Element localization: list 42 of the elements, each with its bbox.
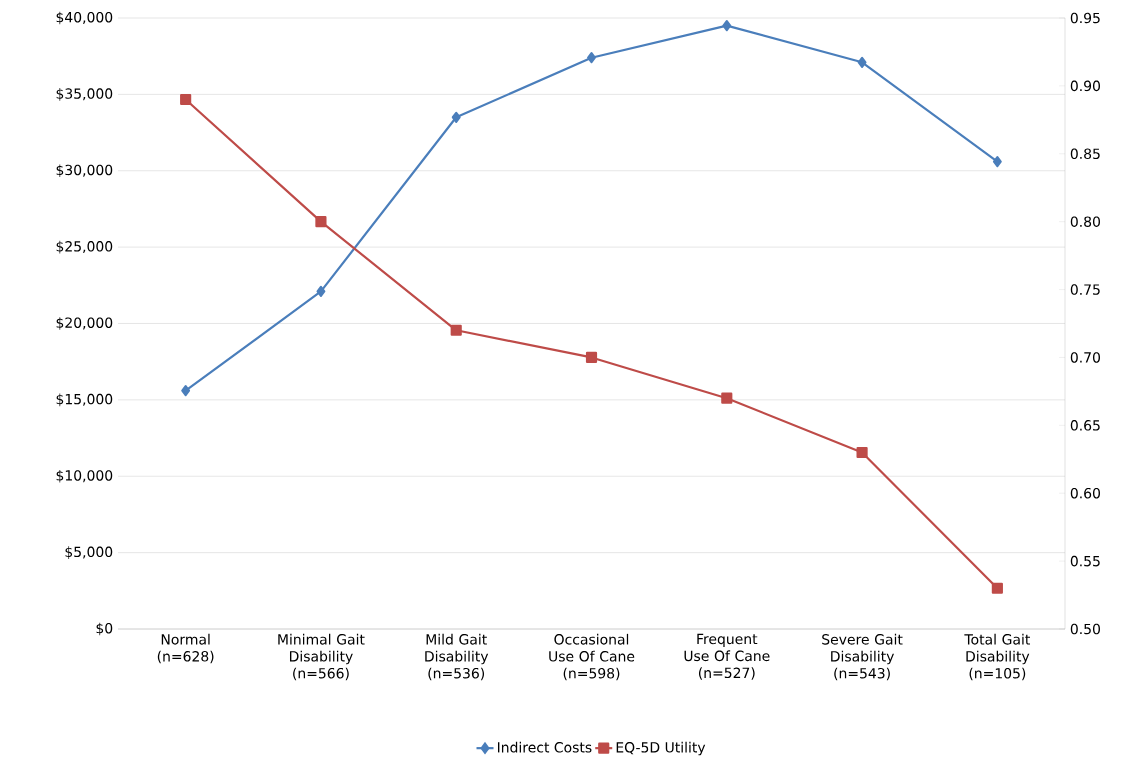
point	[721, 392, 733, 404]
point	[585, 351, 598, 364]
y2-tick-label: 0.75	[1070, 284, 1100, 295]
point	[857, 56, 867, 68]
point	[450, 324, 462, 336]
x-tick-label: Mild Gait Disability (n=536)	[425, 633, 489, 681]
x-tick-label: Minimal Gait Disability (n=566)	[278, 633, 365, 681]
y-tick-label: $15,000	[56, 393, 113, 407]
point	[180, 93, 192, 106]
y2-tick-label: 0.50	[1070, 623, 1100, 635]
x-tick-label: Occasional Use Of Cane (n=598)	[549, 633, 635, 681]
y-tick-label: $25,000	[56, 240, 113, 254]
x-tick-label: Severe Gait Disability (n=543)	[822, 633, 903, 681]
legend-label: EQ-5D Utility	[616, 741, 706, 756]
point	[587, 52, 596, 64]
x-tick-label: Total Gait Disability (n=105)	[964, 633, 1031, 681]
point	[181, 385, 191, 397]
x-tick-label: Normal (n=628)	[157, 633, 214, 664]
y-tick-label: $20,000	[56, 317, 113, 330]
y-tick-label: $0	[96, 622, 113, 636]
y-tick-label: $5,000	[65, 546, 113, 559]
y-tick-label: $35,000	[56, 88, 113, 101]
y2-tick-label: 0.85	[1070, 148, 1100, 160]
y2-tick-label: 0.90	[1070, 80, 1100, 92]
point	[722, 20, 732, 32]
y2-tick-label: 0.60	[1070, 487, 1100, 499]
point	[856, 446, 868, 459]
y2-tick-label: 0.65	[1070, 420, 1100, 431]
point	[992, 156, 1002, 168]
y2-tick-label: 0.70	[1070, 352, 1100, 363]
point	[451, 111, 461, 123]
point	[991, 582, 1003, 594]
point	[315, 216, 327, 228]
y-tick-label: $10,000	[56, 469, 113, 483]
y2-tick-label: 0.95	[1070, 12, 1100, 24]
y-tick-label: $30,000	[56, 164, 113, 178]
y2-tick-label: 0.55	[1070, 555, 1100, 567]
legend-label: Indirect Costs	[497, 741, 592, 753]
y-tick-label: $40,000	[56, 11, 113, 25]
x-tick-label: Frequent Use Of Cane (n=527)	[684, 633, 770, 680]
y2-tick-label: 0.80	[1070, 216, 1100, 227]
point	[316, 285, 326, 297]
